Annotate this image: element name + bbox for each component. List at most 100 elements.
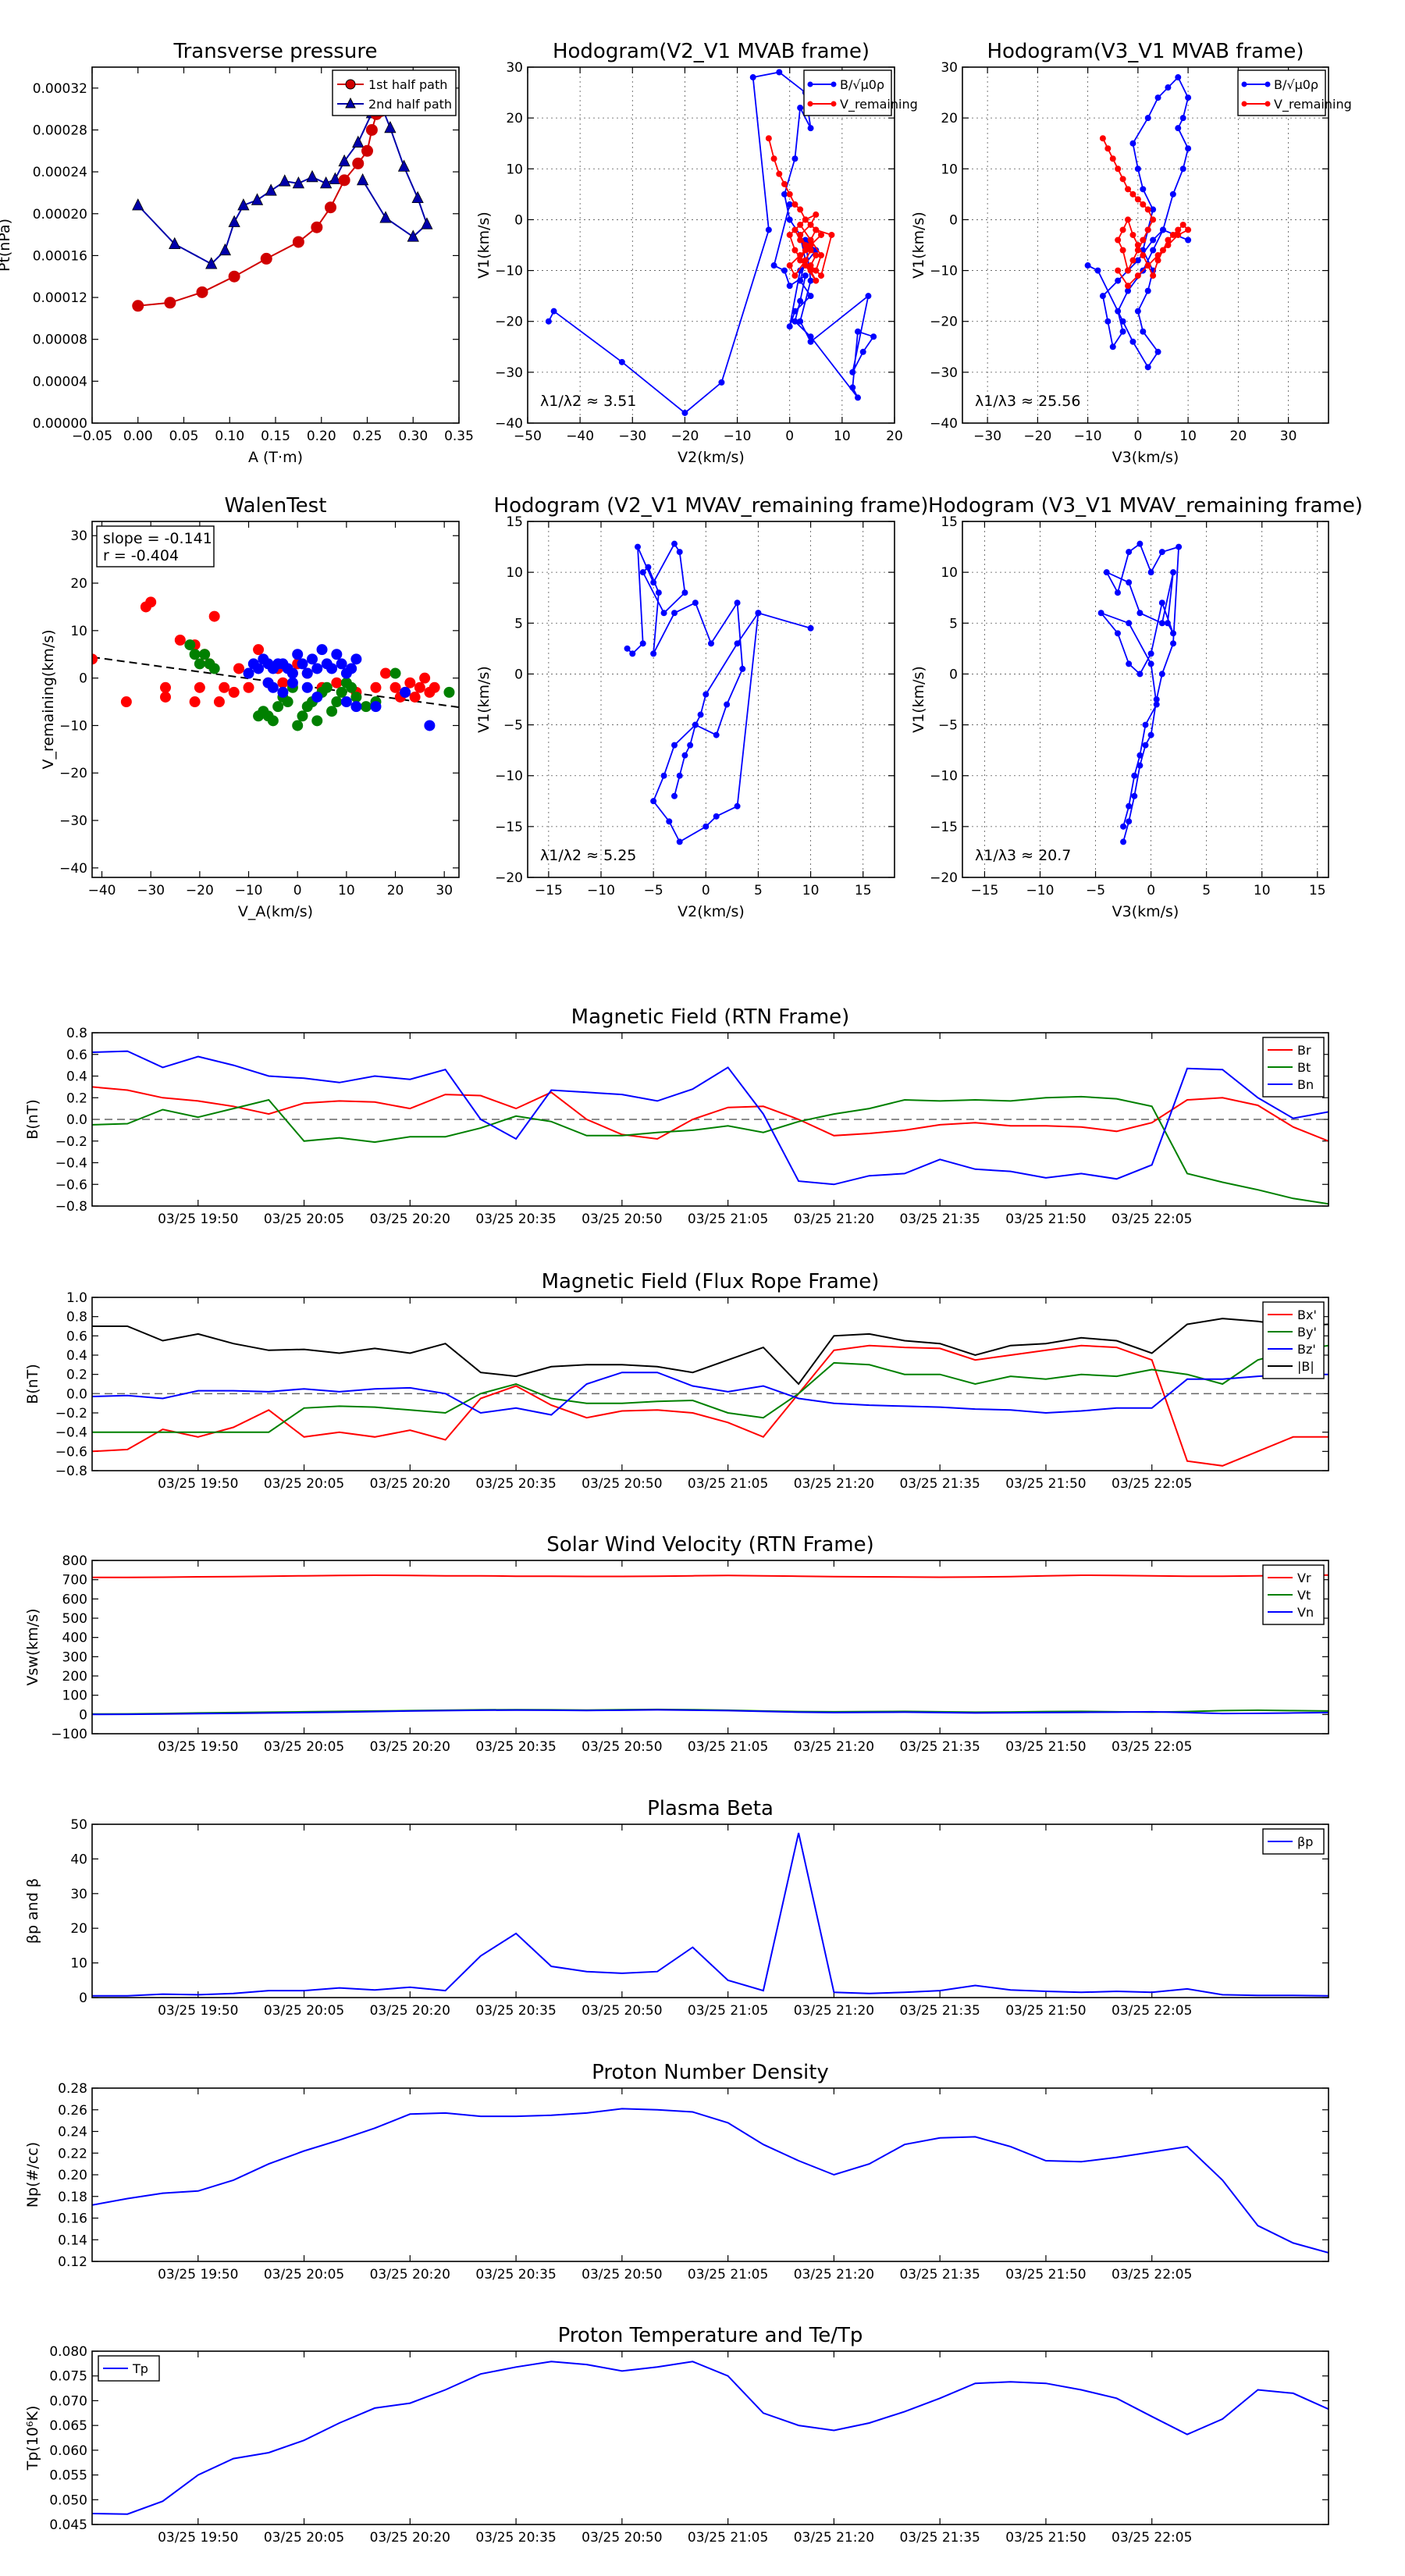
legend-label: βp: [1297, 1834, 1313, 1849]
scatter-point-group-2: [311, 663, 323, 674]
data-point-1st-half: [260, 252, 272, 265]
scatter-point-group-2: [350, 701, 362, 713]
y-axis-label: βp and β: [24, 1878, 41, 1944]
x-tick-label: 03/25 21:05: [688, 2267, 768, 2282]
x-tick-label: 03/25 21:05: [688, 1476, 768, 1492]
y-tick-label: −20: [495, 870, 523, 886]
x-tick-label: 03/25 21:05: [688, 1739, 768, 1755]
y-tick-label: −0.4: [55, 1425, 87, 1441]
data-point-0: [1158, 549, 1165, 556]
x-tick-label: 03/25 20:20: [370, 2003, 450, 2019]
legend-marker: [1264, 81, 1271, 87]
scatter-point-group-1: [184, 639, 196, 651]
data-point-1: [786, 262, 793, 269]
data-point-2nd-half: [421, 217, 433, 229]
data-point-1: [813, 277, 820, 284]
y-tick-label: 20: [70, 576, 87, 592]
legend-label: V_remaining: [1274, 97, 1352, 112]
data-point-0: [797, 297, 804, 304]
y-tick-label: 0.22: [58, 2146, 87, 2161]
y-tick-label: 0.055: [49, 2468, 87, 2484]
legend-box: [803, 69, 892, 116]
x-tick-label: 10: [834, 429, 851, 444]
data-point-1: [818, 272, 824, 279]
legend-label: B/√μ0ρ: [840, 77, 884, 92]
y-tick-label: 20: [70, 1921, 87, 1937]
scatter-point-group-1: [194, 658, 205, 670]
plot-frame: [91, 1560, 1329, 1735]
scatter-point-group-1: [311, 715, 323, 727]
x-tick-label: 03/25 21:35: [899, 1476, 980, 1492]
y-tick-label: −0.2: [55, 1134, 87, 1150]
y-tick-label: −30: [930, 365, 958, 381]
scatter-point-group-1: [189, 649, 201, 660]
x-tick-label: 03/25 20:05: [264, 1212, 344, 1227]
data-point-0: [676, 772, 683, 779]
data-point-0: [1136, 762, 1144, 769]
y-tick-label: −0.8: [55, 1464, 87, 1479]
x-tick-label: 03/25 20:05: [264, 1739, 344, 1755]
data-point-0: [1136, 752, 1144, 759]
scatter-point-group-0: [189, 696, 201, 708]
data-point-0: [1159, 226, 1166, 233]
data-point-0: [1140, 186, 1147, 193]
data-point-1st-half: [361, 144, 373, 157]
y-tick-label: 0.28: [58, 2081, 87, 2097]
scatter-point-group-1: [272, 701, 284, 713]
data-point-1: [797, 221, 804, 228]
y-tick-label: 0.8: [66, 1310, 87, 1325]
x-tick-label: −50: [514, 429, 542, 444]
scatter-point-group-1: [443, 686, 455, 698]
data-point-1: [1165, 237, 1172, 244]
data-point-1: [807, 247, 814, 254]
data-point-0: [1147, 569, 1154, 576]
plot-frame: [962, 521, 1329, 878]
data-point-0: [807, 293, 814, 300]
data-point-0: [770, 262, 777, 269]
data-point-0: [1150, 237, 1157, 244]
x-tick-label: 03/25 21:50: [1005, 1739, 1086, 1755]
data-point-0: [791, 318, 799, 325]
data-point-1: [1099, 135, 1106, 142]
x-axis-label: V_A(km/s): [238, 903, 313, 920]
scatter-point-group-0: [228, 686, 240, 698]
data-point-0: [1175, 74, 1182, 81]
data-point-1st-half: [196, 286, 208, 298]
y-tick-label: −20: [930, 315, 958, 330]
data-point-0: [786, 283, 793, 290]
legend-label: Br: [1297, 1043, 1311, 1058]
y-axis-label: Pt(nPa): [0, 219, 13, 272]
data-point-0: [739, 665, 746, 672]
data-point-0: [624, 645, 631, 652]
data-point-0: [734, 600, 741, 607]
data-point-0: [1125, 287, 1132, 294]
data-point-2nd-half: [379, 211, 392, 223]
y-tick-label: −100: [51, 1727, 87, 1742]
scatter-point-group-0: [194, 681, 205, 693]
data-point-0: [1185, 145, 1192, 152]
scatter-point-group-1: [208, 663, 220, 674]
y-tick-label: 40: [70, 1852, 87, 1867]
data-point-0: [786, 216, 793, 223]
y-tick-label: 0.0: [66, 1386, 87, 1402]
data-layer: [624, 540, 814, 845]
data-layer: [92, 2361, 1329, 2515]
scatter-point-group-0: [208, 610, 220, 622]
data-point-0: [1154, 94, 1161, 101]
y-tick-label: 800: [62, 1553, 87, 1569]
scatter-point-group-1: [389, 667, 401, 679]
data-layer: [545, 69, 877, 416]
y-tick-label: 100: [62, 1688, 87, 1704]
data-point-0: [1119, 328, 1126, 335]
data-point-1: [797, 206, 804, 213]
x-tick-label: 03/25 20:35: [475, 2267, 556, 2282]
x-tick-label: 0: [293, 883, 302, 898]
scatter-point-group-1: [199, 649, 211, 660]
data-point-0: [855, 394, 861, 401]
scatter-point-group-0: [160, 681, 171, 693]
data-point-2nd-half: [384, 120, 397, 133]
data-point-1: [807, 267, 814, 274]
data-point-0: [618, 358, 625, 365]
scatter-point-group-0: [243, 681, 254, 693]
